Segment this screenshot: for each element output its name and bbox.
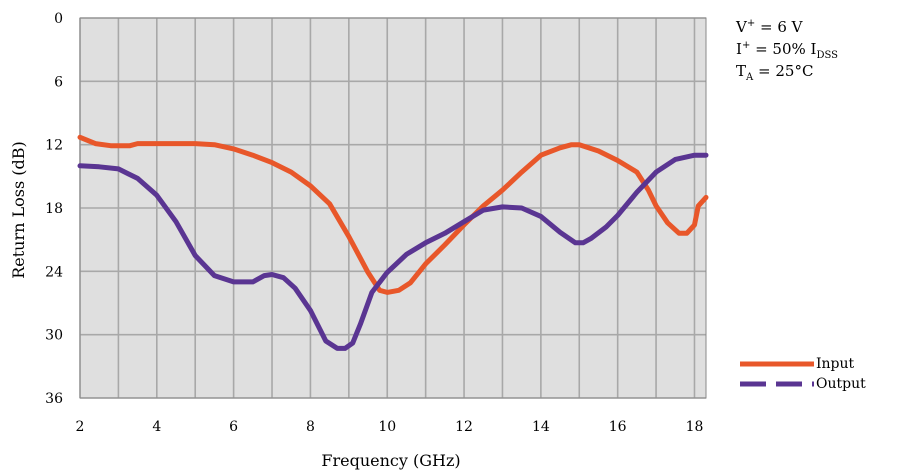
y-tick-label: 24 xyxy=(45,264,63,280)
x-tick-label: 14 xyxy=(532,419,550,435)
plot-border xyxy=(79,17,707,399)
condition-temperature: TA = 25°C xyxy=(736,62,814,83)
x-tick-label: 12 xyxy=(455,419,473,435)
x-axis-title: Frequency (GHz) xyxy=(321,451,460,470)
x-tick-label: 2 xyxy=(76,419,85,435)
series-layer xyxy=(77,134,709,351)
legend-label-output: Output xyxy=(816,376,866,392)
x-tick-label: 6 xyxy=(229,419,238,435)
y-tick-label: 18 xyxy=(45,201,63,217)
legend-item-output: Output xyxy=(740,376,866,392)
legend-swatch-output xyxy=(740,381,814,387)
grid-lines xyxy=(79,17,707,399)
x-tick-label: 16 xyxy=(609,419,627,435)
x-tick-label: 8 xyxy=(306,419,315,435)
y-axis-ticks: 0 6 12 18 24 30 36 xyxy=(45,11,63,407)
x-tick-label: 10 xyxy=(378,419,396,435)
legend-swatch-input xyxy=(740,361,814,367)
condition-current: I+ = 50% IDSS xyxy=(736,40,839,61)
y-tick-label: 30 xyxy=(45,328,63,344)
legend-item-input: Input xyxy=(740,356,854,372)
y-tick-label: 36 xyxy=(45,391,63,407)
y-tick-label: 12 xyxy=(45,138,63,154)
series-line-input xyxy=(77,134,709,295)
condition-voltage: V+ = 6 V xyxy=(736,18,803,36)
legend-label-input: Input xyxy=(816,356,855,372)
y-tick-label: 0 xyxy=(54,11,63,27)
y-tick-label: 6 xyxy=(54,74,63,90)
x-tick-label: 4 xyxy=(152,419,161,435)
x-axis-ticks: 2 4 6 8 10 12 14 16 18 xyxy=(76,419,704,435)
y-axis-title: Return Loss (dB) xyxy=(9,141,28,279)
x-tick-label: 18 xyxy=(686,419,704,435)
series-line-output xyxy=(77,152,709,351)
